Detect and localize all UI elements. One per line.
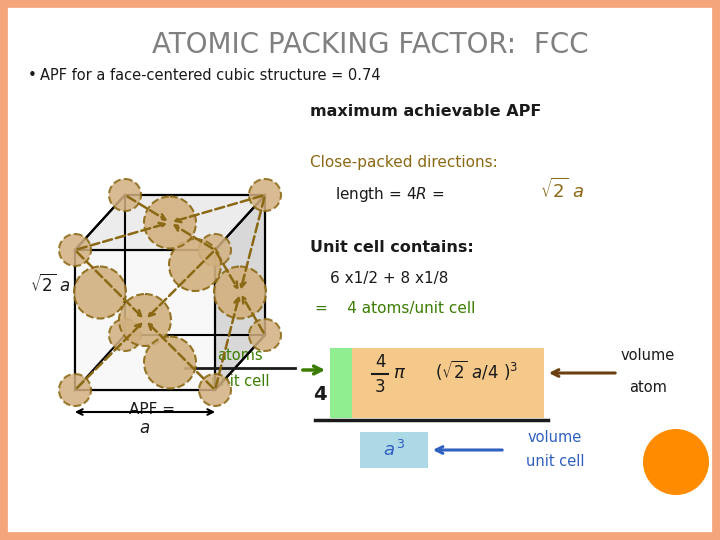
Polygon shape xyxy=(125,195,265,335)
Text: unit cell: unit cell xyxy=(526,455,584,469)
Text: atom: atom xyxy=(629,380,667,395)
Polygon shape xyxy=(75,335,265,390)
Text: maximum achievable APF: maximum achievable APF xyxy=(310,105,541,119)
Text: 6 x1/2 + 8 x1/8: 6 x1/2 + 8 x1/8 xyxy=(330,271,449,286)
Polygon shape xyxy=(215,195,265,390)
Text: atoms: atoms xyxy=(217,348,263,362)
Bar xyxy=(352,348,544,418)
Text: $a^{\,3}$: $a^{\,3}$ xyxy=(382,440,405,460)
Text: volume: volume xyxy=(528,429,582,444)
Text: $a$: $a$ xyxy=(140,419,150,437)
Bar xyxy=(360,432,428,468)
Circle shape xyxy=(199,234,231,266)
Circle shape xyxy=(119,294,171,346)
Text: length = 4$R$ =: length = 4$R$ = xyxy=(335,186,444,205)
Polygon shape xyxy=(75,195,125,390)
Circle shape xyxy=(144,336,196,388)
Circle shape xyxy=(169,239,221,291)
Polygon shape xyxy=(75,250,215,390)
Text: volume: volume xyxy=(621,348,675,362)
Circle shape xyxy=(214,267,266,319)
Text: $\sqrt{2}\ a$: $\sqrt{2}\ a$ xyxy=(30,274,71,296)
Text: =    4 atoms/unit cell: = 4 atoms/unit cell xyxy=(315,300,475,315)
Text: •: • xyxy=(28,68,37,83)
Circle shape xyxy=(59,234,91,266)
Text: APF =: APF = xyxy=(129,402,175,417)
Bar xyxy=(330,348,352,418)
Circle shape xyxy=(249,319,281,351)
Circle shape xyxy=(59,374,91,406)
Circle shape xyxy=(643,429,709,495)
Text: 3: 3 xyxy=(374,378,385,396)
Circle shape xyxy=(144,197,196,248)
Polygon shape xyxy=(75,195,265,250)
Text: 4: 4 xyxy=(313,386,327,404)
Circle shape xyxy=(199,374,231,406)
Text: 4: 4 xyxy=(374,353,385,371)
Circle shape xyxy=(109,319,141,351)
Text: unit cell: unit cell xyxy=(211,375,269,389)
Text: Close-packed directions:: Close-packed directions: xyxy=(310,154,498,170)
Text: $(\sqrt{2}\ a/4\ )^3$: $(\sqrt{2}\ a/4\ )^3$ xyxy=(435,358,518,382)
Text: $\pi$: $\pi$ xyxy=(393,364,407,382)
Circle shape xyxy=(109,179,141,211)
Text: ATOMIC PACKING FACTOR:  FCC: ATOMIC PACKING FACTOR: FCC xyxy=(152,31,588,59)
Text: Unit cell contains:: Unit cell contains: xyxy=(310,240,474,255)
Circle shape xyxy=(74,267,126,319)
Text: $\sqrt{2}\ a$: $\sqrt{2}\ a$ xyxy=(540,178,584,202)
Circle shape xyxy=(249,179,281,211)
Text: APF for a face-centered cubic structure = 0.74: APF for a face-centered cubic structure … xyxy=(40,68,381,83)
